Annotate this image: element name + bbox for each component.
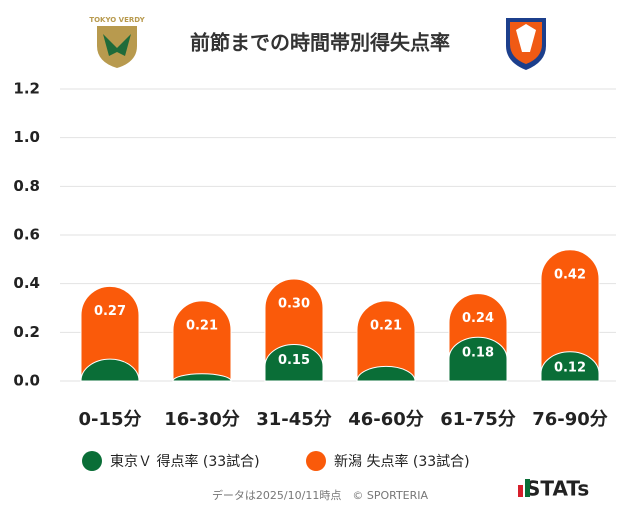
data-label: 0.18 [462, 346, 494, 361]
legend-swatch [82, 451, 102, 471]
y-tick-label: 1.0 [13, 128, 40, 146]
bar [264, 344, 324, 382]
legend-label: 新潟 失点率 (33試合) [334, 453, 470, 470]
bar [80, 358, 140, 382]
bar [448, 336, 508, 382]
legend-label: 東京Ｖ 得点率 (33試合) [110, 453, 260, 470]
y-tick-label: 1.2 [13, 80, 40, 98]
brand: STATs [526, 477, 589, 501]
brand-icon [525, 479, 530, 497]
x-tick-label: 0-15分 [78, 409, 141, 430]
bar [540, 351, 600, 382]
x-tick-label: 61-75分 [440, 409, 516, 430]
bar [356, 365, 416, 382]
home-logo: TOKYO VERDY [89, 16, 146, 68]
data-label: 0.42 [554, 267, 586, 282]
data-label: 0.15 [278, 353, 310, 368]
data-label: 0.30 [278, 297, 310, 312]
y-tick-label: 0.0 [13, 372, 40, 390]
data-label: 0.21 [186, 318, 218, 333]
x-tick-label: 16-30分 [164, 409, 240, 430]
data-label: 0.27 [94, 304, 126, 319]
y-tick-label: 0.4 [13, 274, 40, 292]
brand-icon [518, 485, 523, 497]
bar [356, 300, 416, 382]
bar [172, 373, 232, 382]
y-tick-label: 0.8 [13, 177, 40, 195]
data-label: 0.24 [462, 311, 494, 326]
away-logo [506, 18, 546, 70]
chart-title: 前節までの時間帯別得失点率 [190, 31, 450, 55]
footnote: データは2025/10/11時点 © SPORTERIA [212, 488, 429, 502]
bar [80, 285, 140, 382]
data-label: 0.12 [554, 360, 586, 375]
bar [172, 300, 232, 382]
data-label: 0.21 [370, 318, 402, 333]
y-tick-label: 0.2 [13, 323, 40, 341]
x-tick-label: 76-90分 [532, 409, 608, 430]
x-tick-label: 46-60分 [348, 409, 424, 430]
legend-swatch [306, 451, 326, 471]
x-tick-label: 31-45分 [256, 409, 332, 430]
svg-text:TOKYO VERDY: TOKYO VERDY [89, 16, 145, 24]
y-tick-label: 0.6 [13, 226, 40, 244]
bar [540, 249, 600, 382]
